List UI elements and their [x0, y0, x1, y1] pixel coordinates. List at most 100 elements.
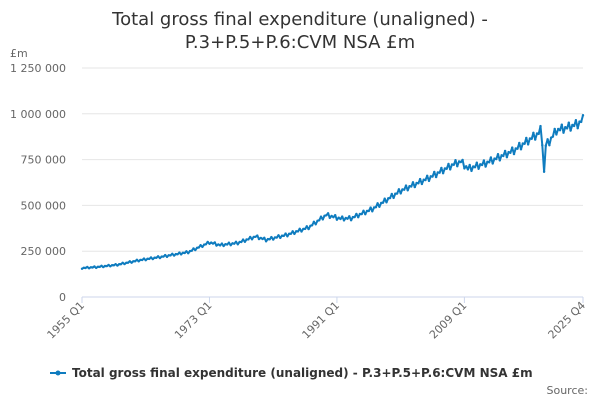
- data-point[interactable]: [388, 196, 392, 200]
- data-point[interactable]: [319, 215, 323, 218]
- data-point[interactable]: [523, 142, 526, 145]
- data-point[interactable]: [385, 201, 388, 204]
- data-point[interactable]: [544, 144, 547, 147]
- data-point[interactable]: [549, 136, 553, 139]
- data-point[interactable]: [100, 264, 103, 267]
- data-point[interactable]: [459, 160, 462, 164]
- data-point[interactable]: [84, 266, 87, 270]
- data-point[interactable]: [151, 257, 154, 261]
- data-point[interactable]: [390, 192, 393, 196]
- data-point[interactable]: [220, 242, 224, 245]
- data-point[interactable]: [484, 165, 487, 168]
- data-point[interactable]: [185, 250, 188, 253]
- data-point[interactable]: [521, 142, 524, 145]
- data-point[interactable]: [252, 235, 255, 239]
- data-point[interactable]: [179, 253, 183, 256]
- data-point[interactable]: [241, 238, 245, 241]
- data-point[interactable]: [204, 243, 208, 246]
- data-point[interactable]: [146, 257, 149, 260]
- data-point[interactable]: [218, 244, 222, 247]
- data-point[interactable]: [282, 234, 285, 238]
- data-point[interactable]: [270, 235, 273, 239]
- data-point[interactable]: [119, 263, 123, 266]
- data-point[interactable]: [118, 263, 121, 266]
- data-point[interactable]: [162, 255, 165, 258]
- data-point[interactable]: [183, 251, 186, 255]
- data-point[interactable]: [408, 185, 411, 188]
- data-point[interactable]: [264, 240, 268, 243]
- data-point[interactable]: [486, 160, 489, 163]
- data-point[interactable]: [495, 157, 498, 161]
- data-point[interactable]: [169, 254, 172, 257]
- data-point[interactable]: [537, 132, 540, 136]
- data-point[interactable]: [452, 163, 455, 166]
- data-point[interactable]: [553, 127, 556, 131]
- data-point[interactable]: [234, 240, 238, 243]
- data-point[interactable]: [491, 162, 494, 165]
- data-point[interactable]: [130, 261, 133, 264]
- data-point[interactable]: [126, 261, 130, 264]
- data-point[interactable]: [436, 171, 439, 174]
- data-point[interactable]: [518, 141, 521, 145]
- data-point[interactable]: [516, 147, 519, 150]
- data-point[interactable]: [415, 181, 418, 185]
- data-point[interactable]: [378, 205, 381, 208]
- data-point[interactable]: [360, 212, 363, 216]
- data-point[interactable]: [254, 235, 257, 238]
- data-point[interactable]: [571, 123, 574, 127]
- data-point[interactable]: [266, 237, 270, 241]
- data-point[interactable]: [505, 156, 509, 159]
- data-point[interactable]: [296, 230, 300, 233]
- data-point[interactable]: [450, 163, 454, 166]
- data-point[interactable]: [564, 126, 567, 129]
- data-point[interactable]: [509, 151, 512, 154]
- data-point[interactable]: [243, 240, 247, 243]
- data-point[interactable]: [426, 174, 429, 177]
- data-point[interactable]: [286, 235, 289, 238]
- data-point[interactable]: [133, 260, 137, 263]
- data-point[interactable]: [307, 227, 310, 231]
- data-point[interactable]: [149, 256, 153, 259]
- data-point[interactable]: [558, 129, 562, 132]
- data-point[interactable]: [346, 217, 349, 220]
- data-point[interactable]: [395, 192, 399, 195]
- data-point[interactable]: [160, 255, 163, 258]
- data-point[interactable]: [112, 264, 116, 267]
- data-point[interactable]: [383, 197, 386, 200]
- data-point[interactable]: [445, 167, 448, 170]
- data-point[interactable]: [562, 131, 565, 134]
- data-point[interactable]: [551, 135, 555, 138]
- series-line[interactable]: [81, 114, 584, 270]
- data-point[interactable]: [110, 264, 114, 267]
- data-point[interactable]: [125, 261, 128, 264]
- data-point[interactable]: [272, 238, 275, 241]
- data-point[interactable]: [261, 237, 264, 241]
- data-point[interactable]: [250, 238, 254, 241]
- data-point[interactable]: [406, 189, 409, 192]
- data-point[interactable]: [454, 159, 457, 162]
- data-point[interactable]: [284, 232, 287, 235]
- data-point[interactable]: [357, 216, 360, 219]
- data-point[interactable]: [222, 244, 225, 248]
- data-point[interactable]: [569, 129, 572, 132]
- data-point[interactable]: [287, 232, 291, 235]
- data-point[interactable]: [80, 267, 84, 270]
- data-point[interactable]: [380, 201, 383, 205]
- data-point[interactable]: [539, 124, 542, 128]
- data-point[interactable]: [303, 227, 307, 231]
- data-point[interactable]: [259, 236, 262, 240]
- data-point[interactable]: [371, 210, 374, 213]
- data-point[interactable]: [167, 254, 170, 257]
- data-point[interactable]: [172, 254, 176, 257]
- data-point[interactable]: [374, 206, 378, 209]
- data-point[interactable]: [164, 253, 167, 257]
- data-point[interactable]: [123, 262, 126, 266]
- data-point[interactable]: [312, 220, 316, 223]
- data-point[interactable]: [342, 219, 346, 222]
- data-point[interactable]: [256, 234, 259, 237]
- data-point[interactable]: [532, 131, 535, 134]
- data-point[interactable]: [226, 243, 229, 246]
- data-point[interactable]: [137, 260, 140, 263]
- data-point[interactable]: [279, 236, 282, 240]
- data-point[interactable]: [227, 241, 231, 244]
